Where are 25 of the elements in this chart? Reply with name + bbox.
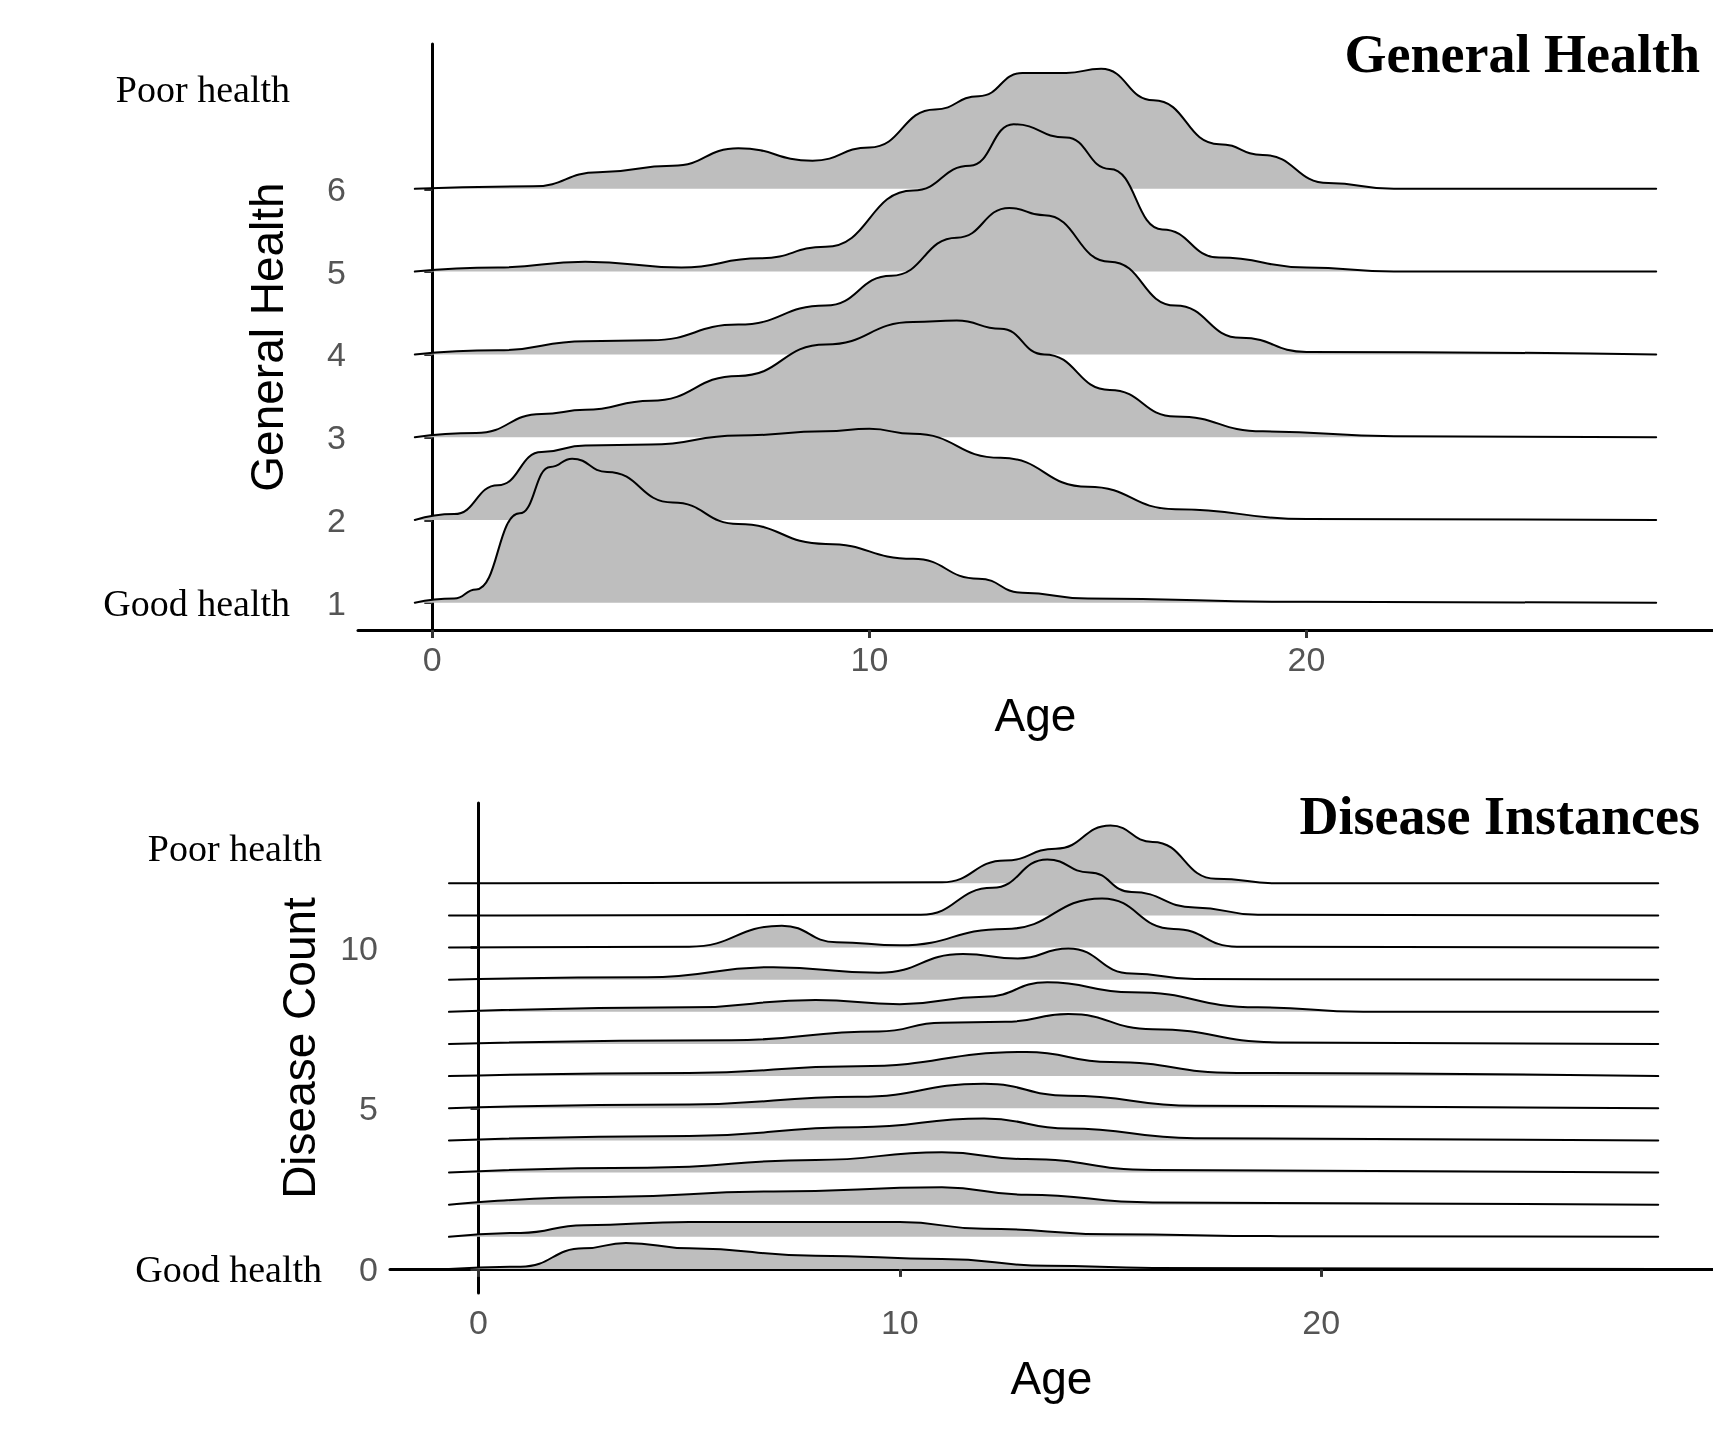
y-axis-title: Disease Count [273, 896, 325, 1199]
y-tick-label: 2 [327, 500, 346, 539]
x-tick-label: 10 [880, 1303, 919, 1341]
y-tick-label: 4 [327, 335, 346, 374]
x-tick-label: 0 [469, 1303, 488, 1341]
x-tick-label: 10 [850, 640, 889, 678]
x-tick-label: 0 [422, 640, 442, 678]
y-axis-title: General Health [241, 182, 293, 492]
text: Poor health [115, 68, 290, 110]
y-tick-label: 1 [327, 583, 346, 622]
y-tick-label: 0 [359, 1249, 378, 1288]
y-tick-label: 3 [327, 418, 346, 457]
chart-title: General Health [1344, 24, 1701, 84]
chart-title: Disease Instances [1299, 786, 1701, 846]
y-tick-label: 6 [327, 169, 346, 208]
text: Good health [103, 581, 290, 624]
y-tick-label: 5 [359, 1089, 378, 1128]
x-axis-title: Age [994, 689, 1077, 741]
y-tick-label: 5 [327, 252, 346, 291]
x-tick-label: 20 [1302, 1303, 1341, 1341]
x-tick-label: 20 [1287, 640, 1326, 678]
y-tick-label: 10 [340, 928, 378, 967]
x-axis-title: Age [1010, 1352, 1093, 1404]
text: Good health [135, 1247, 322, 1290]
text: Poor health [147, 827, 322, 869]
